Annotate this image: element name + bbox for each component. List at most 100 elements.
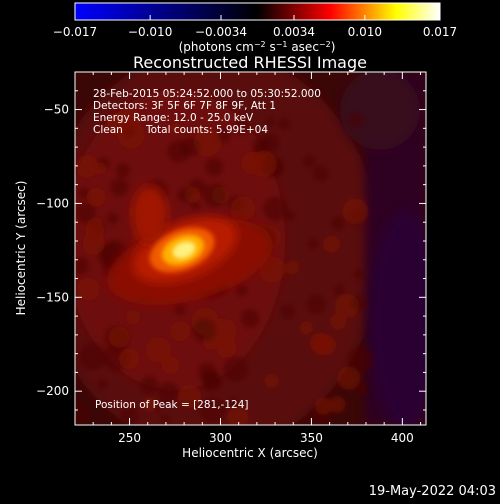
speckle-blob [227,397,239,409]
colorbar-ticks: −0.017 −0.010 −0.0034 0.0034 0.010 0.017 [53,15,457,39]
x-axis: 250 300 350 400 [92,72,422,445]
colorbar-tick-label: 0.010 [348,25,382,39]
speckle-blob [75,202,97,224]
speckle-blob [240,308,260,328]
speckle-blob [77,187,90,200]
speckle-blob [230,196,256,221]
speckle-blob [126,310,141,325]
speckle-blob [161,356,180,375]
footer-timestamp: 19-May-2022 04:03 [369,484,496,499]
chart-title: Reconstructed RHESSI Image [133,53,367,72]
x-tick-label: 350 [300,431,323,445]
speckle-blob [160,414,171,425]
speckle-blob [120,406,139,425]
annotation-method: Clean [93,124,123,136]
speckle-blob [353,380,368,396]
x-tick-label: 300 [209,431,232,445]
colorbar-gradient [74,2,441,21]
speckle-blob [77,277,100,301]
speckle-blob [108,326,130,348]
speckle-blob [174,303,186,315]
speckle-blob [145,337,172,363]
colorbar: −0.017 −0.010 −0.0034 0.0034 0.010 0.017 (pho… [53,2,457,54]
speckle-blob [223,356,249,382]
speckle-blob [302,154,316,168]
speckle-blob [115,162,131,178]
y-tick-label: −50 [44,103,69,117]
speckle-blob [110,178,129,197]
speckle-blob [263,196,288,221]
speckle-blob [330,313,347,330]
speckle-blob [264,117,275,128]
annotation-total-counts: Total counts: 5.99E+04 [145,124,268,136]
speckle-blob [170,321,191,342]
speckle-blob [96,378,109,390]
speckle-blob [299,321,314,335]
plot-frame [74,71,427,426]
speckle-blob [167,140,190,163]
speckle-blob [333,284,346,297]
speckle-blob [106,212,119,225]
speckle-blob [323,235,341,253]
speckle-blob [312,165,329,182]
speckle-blob [264,373,279,388]
speckle-blob [201,370,220,389]
speckle-blob [75,154,99,178]
speckle-blob [170,122,182,134]
colorbar-tick-label: 0.017 [423,25,457,39]
colorbar-tick-label: −0.017 [53,25,97,39]
speckle-blob [250,150,277,178]
speckle-blob [94,162,107,175]
speckle-blob [119,348,140,369]
y-tick-label: −150 [36,290,69,304]
speckle-blob [350,294,367,311]
annotation-energy-range: Energy Range: 12.0 - 25.0 keV [93,112,254,124]
x-tick-label: 250 [118,431,141,445]
speckle-blob [278,118,291,131]
speckle-blob [346,346,374,373]
annotation-detectors: Detectors: 3F 5F 6F 7F 8F 9F, Att 1 [93,100,276,112]
speckle-blob [315,397,333,415]
speckle-blob [232,119,249,136]
x-axis-label: Heliocentric X (arcsec) [182,446,318,460]
speckle-blob [75,257,90,276]
speckle-blob [78,342,107,371]
speckle-blob [87,187,106,207]
y-axis: −50 −100 −150 −200 [36,90,426,411]
colorbar-unit-label: (photons cm−2 s−1 asec−2) [179,40,336,54]
speckle-blob [75,402,92,425]
y-tick-label: −200 [36,384,69,398]
speckle-blob [306,294,327,315]
speckle-blob [192,318,217,343]
speckle-blob [142,397,157,412]
speckle-blob [177,188,192,203]
image-annotations: 28-Feb-2015 05:24:52.000 to 05:30:52.000… [93,88,321,411]
y-tick-label: −100 [36,196,69,210]
speckle-blob [227,406,249,425]
speckle-blob [140,376,159,395]
colorbar-tick-label: −0.0034 [195,25,247,39]
speckle-blob [107,112,131,136]
speckle-blob [342,198,369,225]
speckle-blob [216,337,237,358]
heatmap-image [75,72,426,425]
speckle-blob [285,260,300,275]
speckle-blob [258,256,286,283]
speckle-blob [199,397,226,424]
speckle-blob [202,183,227,208]
x-tick-label: 400 [391,431,414,445]
speckle-blob [353,269,364,280]
colorbar-tick-label: 0.0034 [273,25,315,39]
speckle-blob [158,381,180,403]
annotation-time-range: 28-Feb-2015 05:24:52.000 to 05:30:52.000 [93,88,321,100]
speckle-blob [311,333,334,356]
annotation-peak-position: Position of Peak = [281,-124] [95,399,249,411]
speckle-blob [284,210,296,222]
speckle-blob [204,157,224,177]
speckle-blob [337,366,361,390]
speckle-blob [280,304,296,320]
speckle-blob [193,128,222,157]
speckle-blob [330,216,345,231]
speckle-blob [235,284,248,297]
